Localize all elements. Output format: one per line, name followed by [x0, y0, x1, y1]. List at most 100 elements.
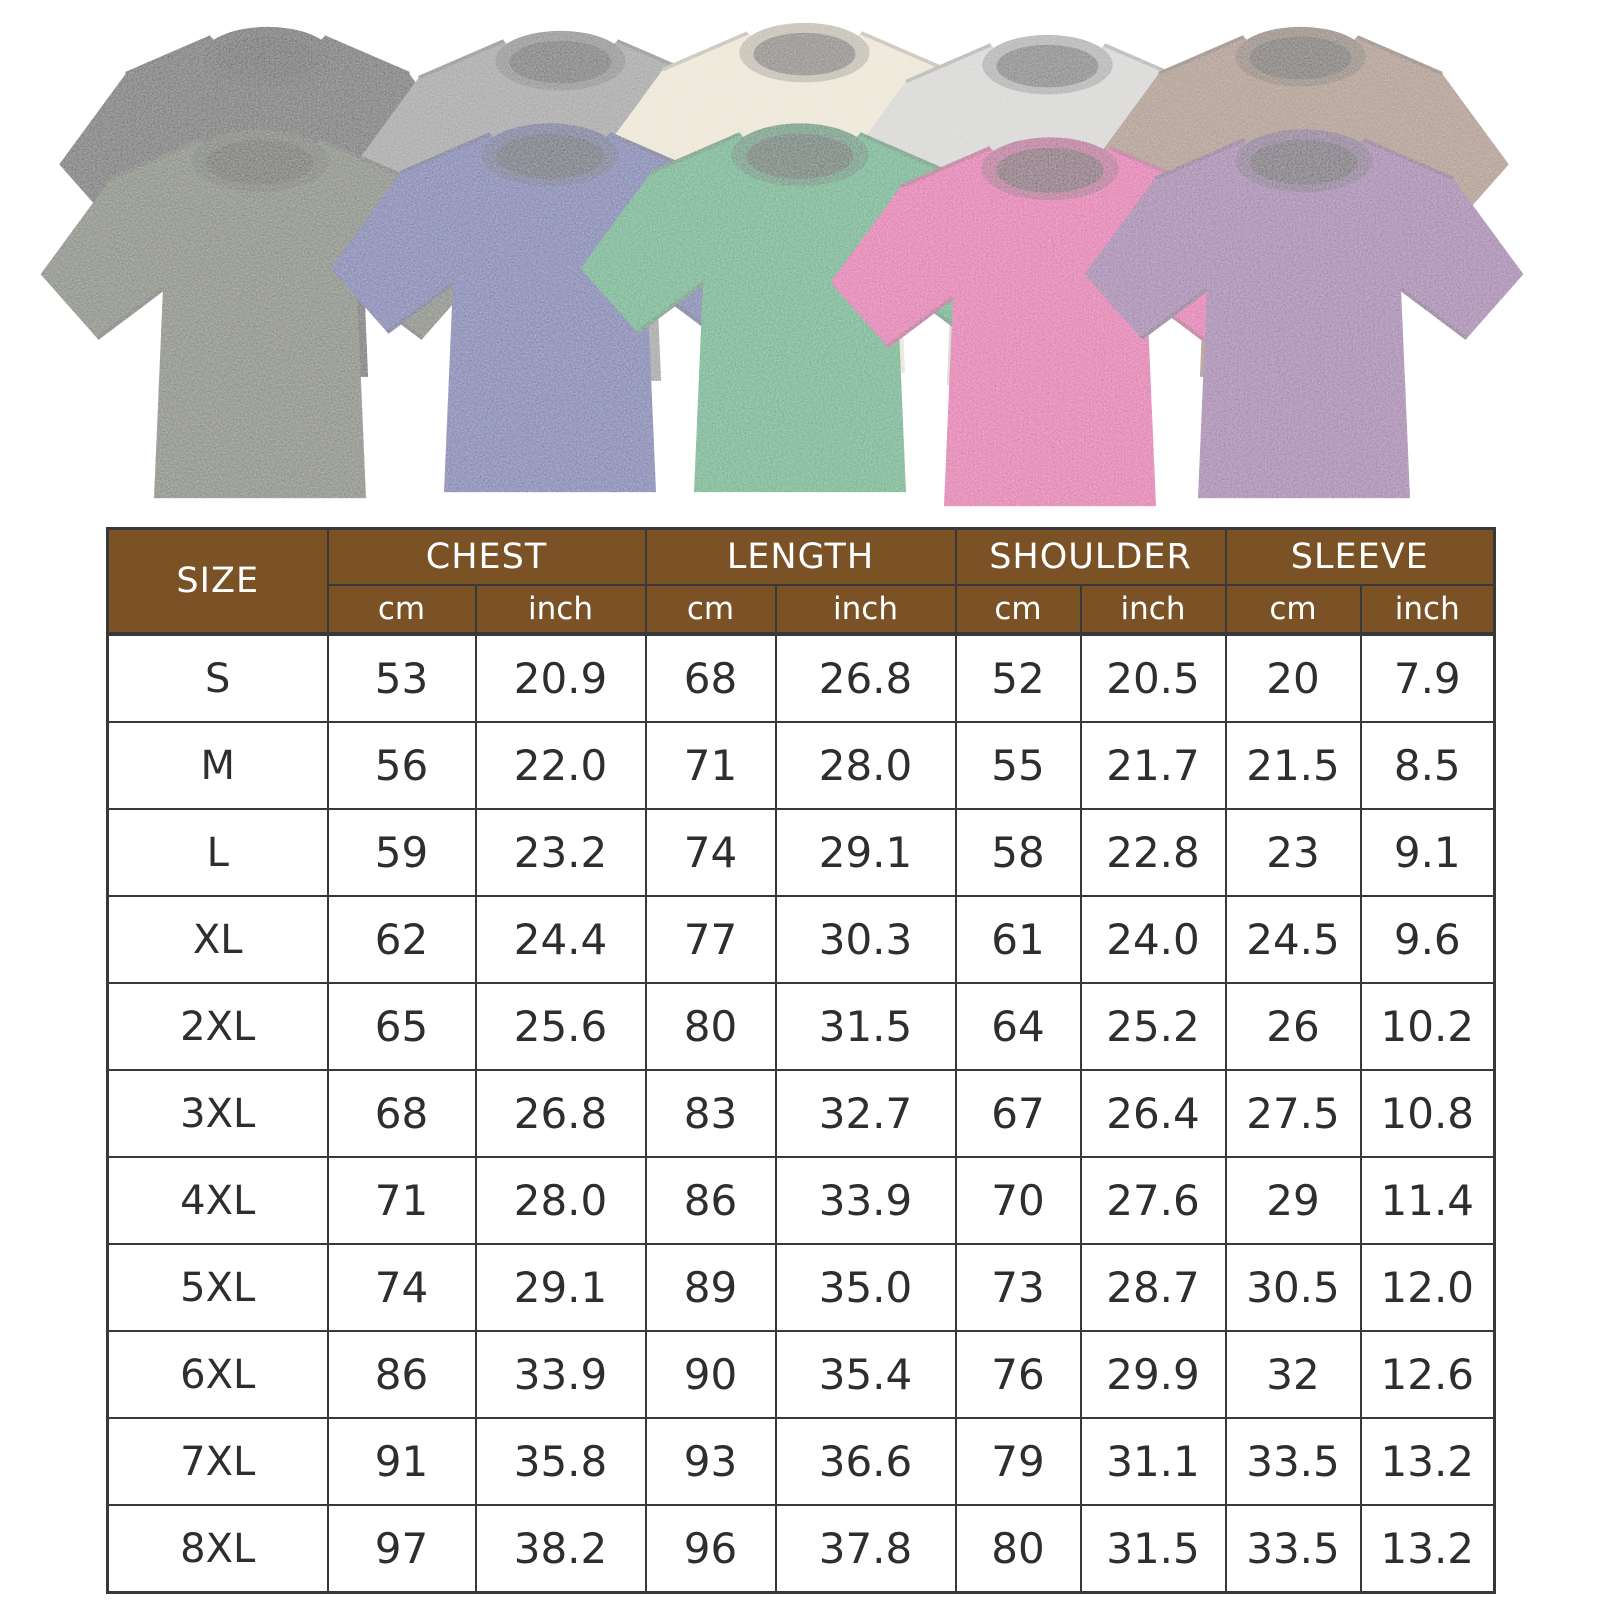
cell-value: 10.2 [1359, 982, 1496, 1071]
table-row: M 56 22.0 71 28.0 55 21.7 21.5 8.5 [106, 721, 1496, 810]
cell-value: 25.2 [1079, 982, 1227, 1071]
cell-value: 35.4 [774, 1330, 957, 1419]
cell-value: 70 [954, 1156, 1082, 1245]
cell-value: 20.9 [474, 633, 647, 723]
cell-size: L [106, 808, 329, 897]
col-group-length: LENGTH [644, 527, 957, 586]
cell-size: 5XL [106, 1243, 329, 1332]
cell-value: 93 [644, 1417, 777, 1506]
cell-value: 76 [954, 1330, 1082, 1419]
cell-value: 64 [954, 982, 1082, 1071]
cell-size: 4XL [106, 1156, 329, 1245]
cell-value: 31.5 [774, 982, 957, 1071]
cell-value: 89 [644, 1243, 777, 1332]
cell-value: 80 [644, 982, 777, 1071]
cell-value: 59 [326, 808, 477, 897]
unit-length-inch: inch [774, 584, 957, 635]
cell-value: 28.0 [474, 1156, 647, 1245]
cell-value: 22.8 [1079, 808, 1227, 897]
unit-chest-inch: inch [474, 584, 647, 635]
cell-value: 90 [644, 1330, 777, 1419]
cell-value: 35.8 [474, 1417, 647, 1506]
cell-value: 26.8 [474, 1069, 647, 1158]
cell-value: 96 [644, 1504, 777, 1594]
cell-value: 97 [326, 1504, 477, 1594]
cell-value: 55 [954, 721, 1082, 810]
cell-value: 53 [326, 633, 477, 723]
cell-value: 13.2 [1359, 1417, 1496, 1506]
cell-value: 74 [326, 1243, 477, 1332]
cell-value: 24.4 [474, 895, 647, 984]
table-row: 4XL 71 28.0 86 33.9 70 27.6 29 11.4 [106, 1156, 1496, 1245]
cell-value: 73 [954, 1243, 1082, 1332]
cell-value: 86 [644, 1156, 777, 1245]
cell-value: 27.6 [1079, 1156, 1227, 1245]
cell-value: 23.2 [474, 808, 647, 897]
cell-value: 35.0 [774, 1243, 957, 1332]
cell-value: 24.5 [1224, 895, 1362, 984]
cell-size: 2XL [106, 982, 329, 1071]
cell-value: 33.5 [1224, 1417, 1362, 1506]
table-row: 5XL 74 29.1 89 35.0 73 28.7 30.5 12.0 [106, 1243, 1496, 1332]
cell-value: 11.4 [1359, 1156, 1496, 1245]
table-row: 3XL 68 26.8 83 32.7 67 26.4 27.5 10.8 [106, 1069, 1496, 1158]
cell-value: 26.4 [1079, 1069, 1227, 1158]
cell-value: 28.7 [1079, 1243, 1227, 1332]
col-header-size: SIZE [106, 527, 329, 635]
cell-value: 21.7 [1079, 721, 1227, 810]
cell-value: 67 [954, 1069, 1082, 1158]
unit-shoulder-inch: inch [1079, 584, 1227, 635]
cell-value: 29.1 [474, 1243, 647, 1332]
cell-value: 61 [954, 895, 1082, 984]
unit-chest-cm: cm [326, 584, 477, 635]
table-row: 8XL 97 38.2 96 37.8 80 31.5 33.5 13.2 [106, 1504, 1496, 1594]
cell-value: 33.5 [1224, 1504, 1362, 1594]
cell-value: 56 [326, 721, 477, 810]
cell-value: 22.0 [474, 721, 647, 810]
cell-value: 21.5 [1224, 721, 1362, 810]
cell-value: 65 [326, 982, 477, 1071]
cell-value: 52 [954, 633, 1082, 723]
cell-value: 9.6 [1359, 895, 1496, 984]
cell-value: 74 [644, 808, 777, 897]
table-row: 2XL 65 25.6 80 31.5 64 25.2 26 10.2 [106, 982, 1496, 1071]
cell-value: 80 [954, 1504, 1082, 1594]
cell-value: 20.5 [1079, 633, 1227, 723]
cell-value: 7.9 [1359, 633, 1496, 723]
unit-length-cm: cm [644, 584, 777, 635]
cell-size: S [106, 633, 329, 723]
col-group-chest: CHEST [326, 527, 647, 586]
cell-value: 8.5 [1359, 721, 1496, 810]
cell-size: M [106, 721, 329, 810]
product-color-gallery [0, 0, 1600, 530]
cell-size: XL [106, 895, 329, 984]
cell-value: 71 [644, 721, 777, 810]
cell-value: 37.8 [774, 1504, 957, 1594]
cell-value: 71 [326, 1156, 477, 1245]
cell-size: 7XL [106, 1417, 329, 1506]
cell-value: 77 [644, 895, 777, 984]
cell-value: 29.1 [774, 808, 957, 897]
col-group-shoulder: SHOULDER [954, 527, 1227, 586]
table-row: 6XL 86 33.9 90 35.4 76 29.9 32 12.6 [106, 1330, 1496, 1419]
col-group-sleeve: SLEEVE [1224, 527, 1496, 586]
cell-value: 86 [326, 1330, 477, 1419]
cell-value: 58 [954, 808, 1082, 897]
tshirt-purple [1084, 129, 1524, 499]
unit-sleeve-inch: inch [1359, 584, 1496, 635]
tshirt-shape [1084, 129, 1524, 499]
cell-value: 32 [1224, 1330, 1362, 1419]
cell-value: 33.9 [474, 1330, 647, 1419]
cell-value: 32.7 [774, 1069, 957, 1158]
cell-value: 26 [1224, 982, 1362, 1071]
cell-value: 68 [644, 633, 777, 723]
unit-sleeve-cm: cm [1224, 584, 1362, 635]
cell-size: 8XL [106, 1504, 329, 1594]
cell-value: 38.2 [474, 1504, 647, 1594]
cell-value: 25.6 [474, 982, 647, 1071]
cell-value: 26.8 [774, 633, 957, 723]
cell-value: 79 [954, 1417, 1082, 1506]
cell-value: 30.3 [774, 895, 957, 984]
cell-value: 83 [644, 1069, 777, 1158]
